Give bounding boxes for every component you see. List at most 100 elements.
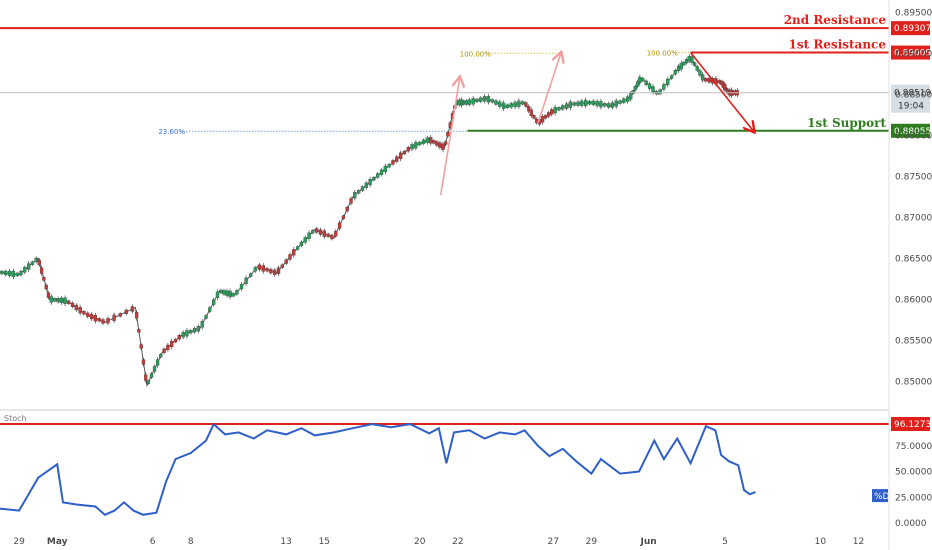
candle-body <box>467 99 471 105</box>
candle-body <box>438 142 442 148</box>
candle-body <box>112 314 116 321</box>
candle-body <box>146 380 151 384</box>
candle-body <box>30 261 35 265</box>
candle-body <box>568 101 573 108</box>
candle-body <box>19 270 23 276</box>
candle-body <box>337 222 342 229</box>
stoch-tick-label: 50.0000 <box>895 468 932 478</box>
candle-body <box>78 307 82 314</box>
level-price-tag <box>891 123 930 138</box>
candle-body <box>425 137 429 143</box>
candle-body <box>134 312 139 319</box>
candle-body <box>692 62 697 66</box>
candle-body <box>292 249 296 256</box>
candle-body <box>532 115 536 119</box>
candle-body <box>402 150 407 155</box>
candle-body <box>475 98 479 103</box>
candle-body <box>599 101 603 108</box>
price-series-layer <box>0 54 739 388</box>
candle-body <box>584 99 588 107</box>
candle-body <box>490 99 494 103</box>
price-tick-label: 0.87500 <box>895 172 932 182</box>
candle-body <box>505 104 510 108</box>
level-price-tag <box>891 21 930 36</box>
time-tick-label: 10 <box>815 537 827 547</box>
candle-body <box>295 246 300 250</box>
candle-body <box>610 102 615 108</box>
candle-body <box>398 152 403 159</box>
candle-body <box>682 61 686 66</box>
candle-body <box>641 77 645 82</box>
level-label: 1st Support <box>807 116 886 130</box>
candle-body <box>638 76 642 84</box>
candle-body <box>357 190 361 194</box>
candle-body <box>521 101 525 105</box>
price-tick-label: 0.85500 <box>895 336 932 346</box>
candle-body <box>265 268 269 272</box>
candle-body <box>618 100 622 104</box>
candle-body <box>595 100 599 107</box>
candle-body <box>479 97 483 102</box>
annotation-arrow <box>689 51 754 131</box>
candle-body <box>284 259 288 264</box>
candle-body <box>288 254 292 260</box>
candle-body <box>603 103 607 107</box>
candle-body <box>276 267 281 274</box>
candle-body <box>23 267 27 273</box>
candle-body <box>372 177 376 181</box>
stoch-level-tag <box>891 416 930 431</box>
annotation-arrow <box>537 53 561 124</box>
candle-body <box>162 348 166 353</box>
candle-body <box>464 100 468 105</box>
level-label: 1st Resistance <box>789 38 887 52</box>
candle-body <box>345 206 349 212</box>
candle-body <box>349 198 353 204</box>
candle-body <box>257 264 262 270</box>
candle-body <box>529 109 533 116</box>
candle-body <box>395 156 399 162</box>
candle-body <box>97 318 101 322</box>
candle-body <box>37 259 41 266</box>
level-price-tag-text: 0.89307 <box>894 24 931 34</box>
candle-body <box>155 359 160 366</box>
candle-body <box>137 329 141 333</box>
candle-body <box>330 234 334 240</box>
candle-body <box>185 330 189 337</box>
candle-body <box>421 139 426 144</box>
candle-body <box>364 182 368 188</box>
candle-body <box>56 298 60 303</box>
candle-body <box>53 298 57 302</box>
time-tick-label: 6 <box>150 537 156 547</box>
candle-body <box>679 62 683 70</box>
candle-body <box>269 268 273 274</box>
price-line <box>0 56 739 388</box>
candle-body <box>629 93 633 100</box>
price-tick-label: 0.88500 <box>895 90 932 100</box>
candle-body <box>303 237 307 243</box>
candle-body <box>192 328 197 333</box>
candle-body <box>669 75 674 79</box>
candle-body <box>152 366 157 372</box>
candle-body <box>383 165 388 173</box>
candle-body <box>200 321 204 328</box>
candle-body <box>315 228 319 233</box>
price-tick-label: 0.86000 <box>895 295 932 305</box>
current-price-value: 0.88519 <box>894 89 931 99</box>
price-tick-label: 0.88000 <box>895 131 932 141</box>
level-price-tag <box>891 45 930 60</box>
candle-body <box>647 83 652 89</box>
candle-body <box>118 313 122 317</box>
candle-body <box>564 103 569 109</box>
candle-body <box>101 319 105 324</box>
candle-body <box>225 290 229 296</box>
candle-body <box>591 100 595 105</box>
candle-body <box>253 267 257 272</box>
candle-body <box>666 78 670 86</box>
candle-body <box>360 186 365 191</box>
candle-body <box>334 231 338 237</box>
levels-layer: 2nd Resistance 0.89307 1st Resistance 0.890… <box>0 13 931 138</box>
candle-body <box>219 289 223 294</box>
candle-body <box>614 100 618 107</box>
candle-body <box>368 178 372 186</box>
time-tick-label: May <box>47 537 68 547</box>
